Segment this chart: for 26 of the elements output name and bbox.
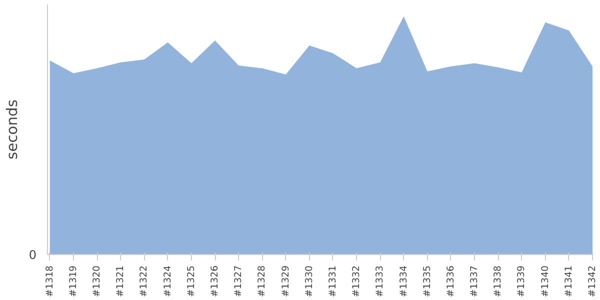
x-tick-label: #1318 [44, 265, 56, 298]
x-tick-label: #1336 [445, 265, 456, 298]
x-tick-label: #1320 [92, 265, 103, 298]
x-tick-label: #1333 [374, 265, 386, 298]
x-tick-label: #1327 [233, 265, 244, 298]
x-tick-label: #1331 [327, 265, 338, 298]
x-tick-label: #1338 [492, 265, 504, 298]
x-tick-label: #1340 [540, 265, 551, 298]
x-tick-label: #1332 [351, 265, 362, 298]
x-tick-label: #1335 [422, 265, 433, 298]
x-tick-label: #1339 [516, 265, 528, 298]
x-tick-label: #1319 [68, 265, 79, 298]
y-axis-title: seconds [4, 100, 21, 160]
x-tick-label: #1326 [210, 265, 221, 298]
x-tick-label: #1322 [138, 265, 150, 298]
x-tick-label: #1329 [280, 265, 292, 298]
x-tick-label: #1325 [186, 265, 197, 298]
x-tick-label: #1334 [398, 265, 410, 298]
x-tick-label: #1321 [115, 265, 126, 298]
x-tick-label: #1337 [469, 265, 480, 298]
x-tick-label: #1324 [162, 265, 174, 298]
x-tick-label: #1342 [587, 265, 598, 298]
text: 0 [28, 248, 37, 262]
x-tick-label: #1328 [256, 265, 268, 298]
x-tick-label: #1341 [563, 265, 574, 298]
x-tick-label: #1330 [304, 265, 315, 298]
